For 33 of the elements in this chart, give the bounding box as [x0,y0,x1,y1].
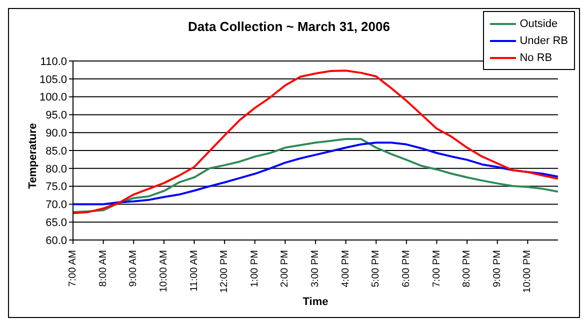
x-tick-label: 9:00 AM [128,250,140,287]
x-tick-label: 3:00 PM [310,250,321,288]
y-tick-label: 85.0 [46,145,67,158]
chart-title: Data Collection ~ March 31, 2006 [188,19,390,34]
legend-label: No RB [520,52,552,64]
x-tick-label: 7:00 AM [68,250,78,287]
x-tick-label: 12:00 PM [219,250,230,293]
x-tick-label: 8:00 AM [98,250,109,287]
x-tick-label: 10:00 PM [522,250,534,293]
y-tick-label: 60.0 [46,234,67,247]
y-tick-label: 90.0 [46,128,67,140]
y-tick-label: 70.0 [46,199,67,212]
y-tick-label: 65.0 [46,217,67,230]
y-tick-label: 100.0 [39,92,67,104]
x-tick-label: 10:00 AM [158,250,170,292]
x-tick-label: 1:00 PM [249,250,260,288]
x-axis-title: Time [302,296,330,308]
legend-label: Under RB [520,34,568,46]
legend-label: Outside [520,18,558,30]
x-tick-label: 8:00 PM [462,250,473,288]
x-tick-label: 2:00 PM [280,250,291,288]
y-tick-label: 75.0 [46,181,67,194]
x-tick-label: 11:00 AM [188,250,200,292]
y-tick-label: 95.0 [46,110,67,122]
x-tick-label: 5:00 PM [370,250,382,288]
y-axis-title: Temperature [27,123,39,189]
x-tick-label: 4:00 PM [340,250,352,288]
x-tick-label: 7:00 PM [431,250,442,288]
y-tick-label: 110.0 [40,56,67,68]
y-tick-label: 80.0 [46,163,67,176]
x-tick-label: 6:00 PM [400,250,412,288]
x-tick-label: 9:00 PM [492,250,503,288]
y-tick-label: 105.0 [39,74,67,86]
